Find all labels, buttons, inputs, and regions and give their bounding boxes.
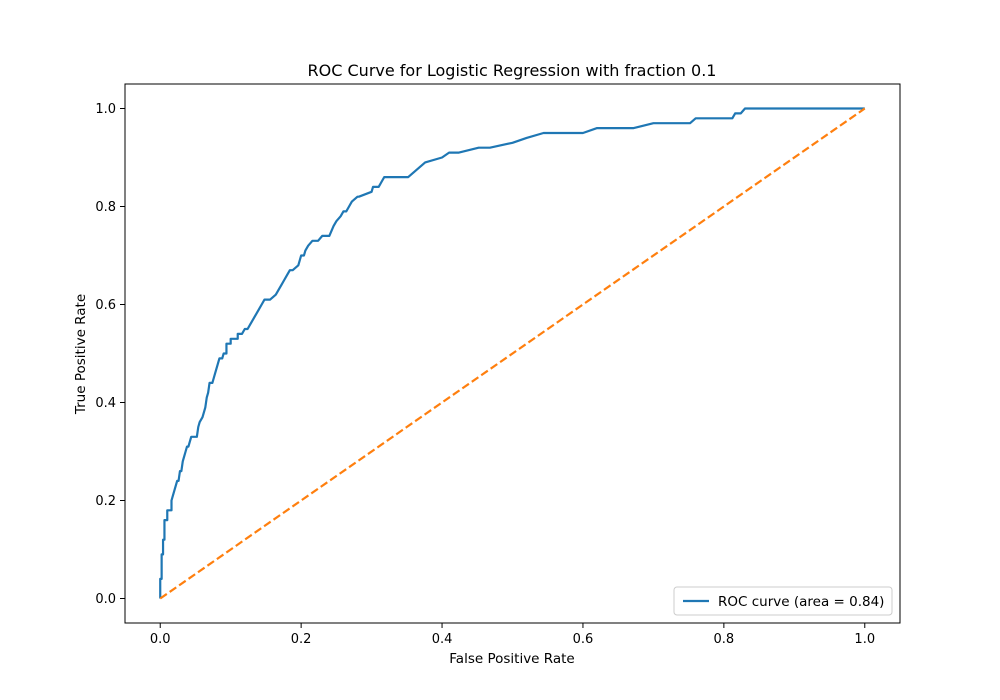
x-tick-label: 0.8 xyxy=(714,632,735,647)
y-axis: 0.0 0.2 0.4 0.6 0.8 1.0 xyxy=(95,102,125,607)
x-tick-label: 0.0 xyxy=(150,632,171,647)
x-tick-label: 1.0 xyxy=(854,632,875,647)
axes-frame xyxy=(124,83,901,624)
x-tick-label: 0.4 xyxy=(432,632,453,647)
legend-label: ROC curve (area = 0.84) xyxy=(718,594,884,610)
y-tick-label: 0.4 xyxy=(95,396,116,411)
series-layer xyxy=(159,107,866,600)
y-tick-label: 0.2 xyxy=(95,494,116,509)
legend-box xyxy=(673,586,893,616)
y-tick-label: 0.6 xyxy=(95,298,116,313)
y-axis-label: True Positive Rate xyxy=(73,294,89,415)
chance-diagonal-line xyxy=(159,107,866,600)
x-axis-label: False Positive Rate xyxy=(449,651,574,667)
roc-curve-line xyxy=(159,107,865,599)
x-axis: 0.0 0.2 0.4 0.6 0.8 1.0 xyxy=(150,623,875,647)
y-tick-label: 1.0 xyxy=(95,102,116,117)
x-tick-label: 0.6 xyxy=(573,632,594,647)
legend: ROC curve (area = 0.84) xyxy=(673,586,893,616)
y-tick-label: 0.0 xyxy=(95,592,116,607)
y-tick-label: 0.8 xyxy=(95,200,116,215)
plot-area: 0.0 0.2 0.4 0.6 0.8 1.0 0.0 0.2 0.4 0.6 0.8 1.0 xyxy=(95,83,901,647)
x-tick-label: 0.2 xyxy=(291,632,312,647)
chart-title: ROC Curve for Logistic Regression with f… xyxy=(308,61,717,80)
